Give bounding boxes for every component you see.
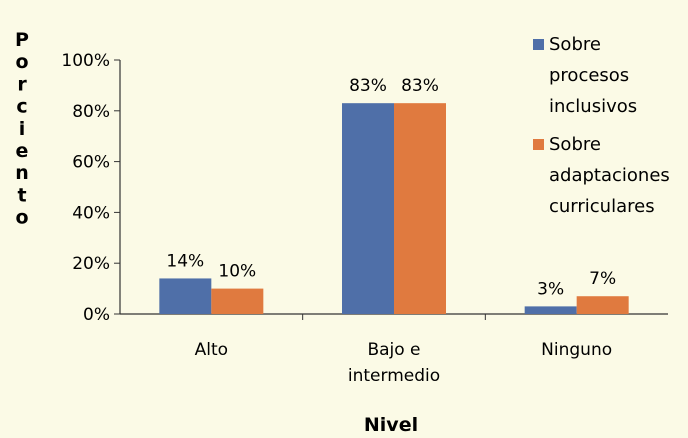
y-axis-title-char: c <box>16 96 27 118</box>
bar <box>394 103 446 315</box>
legend-label: inclusivos <box>549 96 637 117</box>
legend-label: procesos <box>549 65 629 86</box>
y-axis-title-char: r <box>17 73 27 95</box>
y-tick-label: 0% <box>83 305 110 325</box>
bars <box>159 103 629 315</box>
bar-value-label: 14% <box>166 251 204 271</box>
y-tick-label: 60% <box>72 153 110 173</box>
bar-value-label: 83% <box>401 76 439 96</box>
y-axis-title-char: n <box>15 162 29 184</box>
bar-value-label: 3% <box>537 279 564 299</box>
data-labels: 14% 10% 83% 83% 3% 7% <box>166 76 616 299</box>
y-tick-label: 80% <box>72 102 110 122</box>
bar-value-label: 7% <box>589 269 616 289</box>
x-category-label: Alto <box>195 340 228 360</box>
y-axis-title-char: i <box>19 118 26 140</box>
legend: Sobre procesos inclusivos Sobre adaptaciones… <box>533 34 670 217</box>
legend-label: curriculares <box>549 196 655 217</box>
x-category-label: Bajo e <box>367 340 420 360</box>
bar-value-label: 10% <box>218 262 256 282</box>
y-tick-label: 100% <box>61 51 110 71</box>
bar-value-label: 83% <box>349 76 387 96</box>
x-axis-title: Nivel <box>364 414 418 436</box>
y-axis-ticks: 0% 20% 40% 60% 80% 100% <box>61 51 120 325</box>
bar <box>342 103 394 315</box>
bar <box>211 288 264 314</box>
y-axis-title-char: P <box>15 29 29 51</box>
bar <box>524 306 577 314</box>
bar <box>159 278 212 314</box>
y-axis-title-char: e <box>16 140 29 162</box>
legend-swatch <box>533 139 544 150</box>
y-axis-title-char: o <box>15 51 28 73</box>
y-axis-title-char: t <box>17 184 26 206</box>
y-tick-label: 40% <box>72 203 110 223</box>
legend-label: Sobre <box>549 134 601 155</box>
legend-label: Sobre <box>549 34 601 55</box>
bar <box>576 296 629 314</box>
legend-swatch <box>533 39 544 50</box>
x-category-label: Ninguno <box>541 340 612 360</box>
x-category-label: intermedio <box>348 366 440 386</box>
x-axis-category-labels: Alto Bajo e intermedio Ninguno <box>195 340 613 386</box>
y-axis-title-char: o <box>15 207 28 229</box>
legend-label: adaptaciones <box>549 165 670 186</box>
y-tick-label: 20% <box>72 254 110 274</box>
